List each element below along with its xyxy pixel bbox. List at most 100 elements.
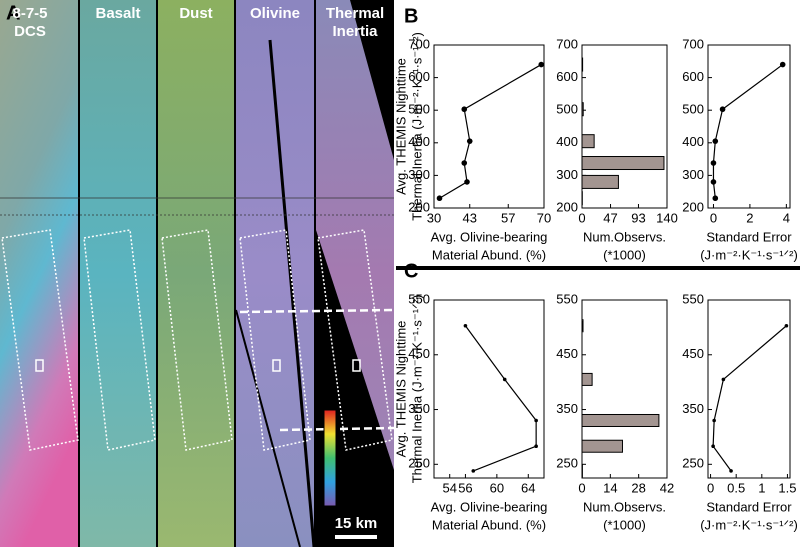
- bar: [582, 440, 622, 452]
- line: [465, 326, 536, 471]
- point: [538, 62, 544, 68]
- x-axis-label: Material Abund. (%): [432, 517, 546, 532]
- y-tick-label: 700: [556, 36, 578, 51]
- x-tick-label: 140: [656, 210, 678, 225]
- plot-frame: [708, 300, 790, 478]
- panel-label: B: [404, 5, 418, 27]
- x-tick-label: 1: [758, 480, 765, 495]
- y-tick-label: 350: [556, 401, 578, 416]
- y-tick-label: 450: [556, 346, 578, 361]
- y-tick-label: 200: [556, 199, 578, 214]
- bar: [582, 157, 664, 170]
- y-tick-label: 550: [556, 291, 578, 306]
- x-tick-label: 4: [783, 210, 790, 225]
- x-tick-label: 57: [501, 210, 515, 225]
- bar: [582, 175, 618, 188]
- x-tick-label: 1.5: [778, 480, 796, 495]
- x-axis-label: (J·m⁻²·K⁻¹·s⁻¹ᐟ²): [700, 517, 798, 532]
- y-tick-label: 500: [556, 102, 578, 117]
- x-tick-label: 43: [463, 210, 477, 225]
- bar: [582, 58, 583, 71]
- y-tick-label: 400: [682, 134, 704, 149]
- point: [712, 419, 716, 423]
- point: [437, 195, 443, 201]
- y-axis-label: Avg. THEMIS Nighttime: [393, 58, 408, 195]
- x-tick-label: 14: [603, 480, 617, 495]
- bar: [582, 320, 583, 332]
- point: [720, 106, 726, 112]
- plot-frame: [434, 300, 544, 478]
- x-tick-label: 56: [458, 480, 472, 495]
- point: [712, 138, 718, 144]
- y-tick-label: 200: [682, 199, 704, 214]
- point: [534, 419, 538, 423]
- x-tick-label: 93: [631, 210, 645, 225]
- plot-frame: [708, 45, 790, 208]
- bar: [582, 135, 594, 148]
- x-tick-label: 42: [660, 480, 674, 495]
- line: [440, 65, 542, 199]
- plot-frame: [434, 45, 544, 208]
- x-axis-label: Avg. Olivine-bearing: [431, 499, 548, 514]
- column-title: Inertia: [332, 23, 378, 40]
- point: [711, 444, 715, 448]
- point: [471, 469, 475, 473]
- point: [503, 378, 507, 382]
- point: [467, 138, 473, 144]
- y-tick-label: 250: [556, 456, 578, 471]
- x-tick-label: 54: [442, 480, 456, 495]
- bar: [582, 414, 659, 426]
- column-title: Basalt: [95, 5, 140, 22]
- x-tick-label: 2: [746, 210, 753, 225]
- point: [780, 62, 786, 68]
- y-tick-label: 300: [682, 167, 704, 182]
- x-tick-label: 30: [427, 210, 441, 225]
- x-axis-label: Num.Observs.: [583, 229, 666, 244]
- y-tick-label: 600: [556, 69, 578, 84]
- point: [534, 444, 538, 448]
- point: [722, 378, 726, 382]
- y-axis-label: Avg. THEMIS Nighttime: [393, 321, 408, 458]
- x-axis-label: Num.Observs.: [583, 499, 666, 514]
- column-title: DCS: [14, 23, 46, 40]
- point: [464, 179, 470, 185]
- y-axis-label: Thermal Inertia (J·m⁻²·K⁻¹·s⁻¹ᐟ²): [409, 295, 424, 484]
- x-tick-label: 0: [707, 480, 714, 495]
- separator: [396, 266, 800, 270]
- y-axis-label: Thermal Inertia (J·m⁻²·K⁻¹·s⁻¹ᐟ²): [409, 32, 424, 221]
- point: [461, 106, 467, 112]
- point: [711, 160, 717, 166]
- x-tick-label: 0: [578, 210, 585, 225]
- x-axis-label: Standard Error: [706, 229, 792, 244]
- y-tick-label: 600: [682, 69, 704, 84]
- scale-bar: [335, 535, 377, 539]
- x-tick-label: 60: [490, 480, 504, 495]
- x-tick-label: 0: [578, 480, 585, 495]
- scale-label: 15 km: [335, 515, 378, 532]
- point: [461, 160, 467, 166]
- y-tick-label: 400: [556, 134, 578, 149]
- x-axis-label: Standard Error: [706, 499, 792, 514]
- point: [729, 469, 733, 473]
- x-axis-label: (*1000): [603, 517, 646, 532]
- y-tick-label: 300: [556, 167, 578, 182]
- x-axis-label: (J·m⁻²·K⁻¹·s⁻¹ᐟ²): [700, 247, 798, 262]
- point: [712, 195, 718, 201]
- column-title: 8-7-5: [12, 5, 47, 22]
- y-tick-label: 350: [682, 401, 704, 416]
- y-tick-label: 250: [682, 456, 704, 471]
- image-panel: 15 km A: [0, 0, 394, 547]
- image-strip: [80, 0, 156, 547]
- line: [713, 65, 782, 199]
- image-strip: [158, 0, 234, 547]
- divider: [314, 0, 316, 547]
- x-axis-label: (*1000): [603, 247, 646, 262]
- divider: [78, 0, 80, 547]
- x-tick-label: 64: [521, 480, 535, 495]
- x-tick-label: 47: [603, 210, 617, 225]
- x-tick-label: 70: [537, 210, 551, 225]
- point: [464, 324, 468, 328]
- bar: [582, 103, 583, 116]
- divider: [234, 0, 236, 547]
